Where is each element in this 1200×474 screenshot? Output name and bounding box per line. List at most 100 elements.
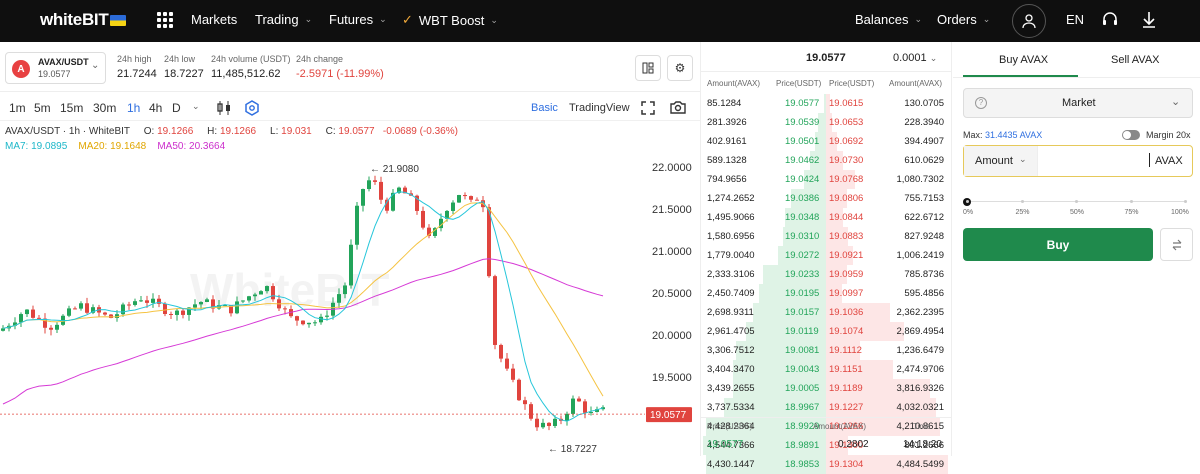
orderbook-row[interactable]: 2,698.9311 19.0157 19.1036 2,362.2395 <box>700 303 952 322</box>
timeframe-1h[interactable]: 1h <box>127 101 141 115</box>
pair-selector[interactable]: A AVAX/USDT 19.0577 ⌄ <box>5 52 106 84</box>
fullscreen-icon[interactable] <box>641 101 655 115</box>
orderbook-row[interactable]: 4,544.7366 18.9891 19.1300 801.2666 <box>700 436 952 455</box>
ask-amount: 1,006.2419 <box>896 250 944 261</box>
candle-body <box>199 301 203 305</box>
candle-body <box>229 305 233 314</box>
slider-tick-dot[interactable] <box>1020 200 1024 203</box>
download-icon[interactable] <box>1141 11 1157 29</box>
camera-icon[interactable] <box>670 100 686 114</box>
language-selector[interactable]: EN <box>1066 12 1085 27</box>
nav-trading[interactable]: Trading ⌄ <box>255 12 313 27</box>
candle-body <box>451 202 455 211</box>
candle-body <box>391 192 395 211</box>
timeframe-30m[interactable]: 30m <box>93 101 117 115</box>
tradingview-tab[interactable]: TradingView <box>569 102 630 114</box>
ask-price: 19.0844 <box>829 212 864 223</box>
nav-orders[interactable]: Orders ⌄ <box>937 12 991 27</box>
trade-price: 19.0577 <box>707 439 744 450</box>
orderbook-row[interactable]: 2,450.7409 19.0195 19.0997 595.4856 <box>700 284 952 303</box>
margin-toggle[interactable] <box>1122 130 1140 140</box>
bid-amount: 1,495.9066 <box>707 212 755 223</box>
tab-buy[interactable]: Buy AVAX <box>999 54 1049 66</box>
slider-tick-dot[interactable] <box>1184 200 1187 203</box>
candle-body <box>421 210 425 228</box>
orderbook-row[interactable]: 1,580.6956 19.0310 19.0883 827.9248 <box>700 227 952 246</box>
orderbook-row[interactable]: 1,779.0040 19.0272 19.0921 1,006.2419 <box>700 246 952 265</box>
orderbook-row[interactable]: 3,306.7512 19.0081 19.1112 1,236.6479 <box>700 341 952 360</box>
nav-futures[interactable]: Futures ⌄ <box>329 12 387 27</box>
whitebit-logo[interactable]: whiteBIT <box>40 10 127 30</box>
bid-price: 18.9891 <box>785 440 820 451</box>
timeframe-5m[interactable]: 5m <box>34 101 51 115</box>
ask-amount: 130.0705 <box>904 98 944 109</box>
orderbook-row[interactable]: 4,428.2364 18.9929 19.1266 4,210.8615 <box>700 417 952 436</box>
orderbook-row[interactable]: 402.9161 19.0501 19.0692 394.4907 <box>700 132 952 151</box>
profile-button[interactable] <box>1012 4 1046 38</box>
swap-button[interactable] <box>1160 228 1193 261</box>
candle-body <box>223 305 227 307</box>
bid-amount: 3,306.7512 <box>707 345 755 356</box>
slider-tick-label: 75% <box>1124 209 1139 216</box>
orderbook-row[interactable]: 85.1284 19.0577 19.0615 130.0705 <box>700 94 952 113</box>
settings-button[interactable]: ⚙ <box>667 55 693 81</box>
candles-icon[interactable] <box>216 100 232 116</box>
slider-tick-dot[interactable] <box>1129 200 1133 203</box>
orderbook-row[interactable]: 3,439.2655 19.0005 19.1189 3,816.9326 <box>700 379 952 398</box>
bid-price: 19.0119 <box>785 326 819 337</box>
orderbook-row[interactable]: 1,495.9066 19.0348 19.0844 622.6712 <box>700 208 952 227</box>
ask-amount: 1,236.6479 <box>896 345 944 356</box>
bid-amount: 1,779.0040 <box>707 250 755 261</box>
divider <box>700 71 952 72</box>
candle-body <box>373 180 377 182</box>
slider-tick-dot[interactable] <box>966 200 969 203</box>
ask-amount: 610.0629 <box>904 155 944 166</box>
buy-button[interactable]: Buy <box>963 228 1153 261</box>
nav-balances[interactable]: Balances ⌄ <box>855 12 923 27</box>
candle-body <box>379 181 383 200</box>
slider-tick-dot[interactable] <box>1075 200 1078 203</box>
orderbook-row[interactable]: 589.1328 19.0462 19.0730 610.0629 <box>700 151 952 170</box>
precision-selector[interactable]: 0.0001 ⌄ <box>893 52 938 64</box>
orderbook-row[interactable]: 794.9656 19.0424 19.0768 1,080.7302 <box>700 170 952 189</box>
chevron-down-icon: ⌄ <box>1019 154 1027 164</box>
ask-amount: 595.4856 <box>904 288 944 299</box>
orderbook-row[interactable]: 1,274.2652 19.0386 19.0806 755.7153 <box>700 189 952 208</box>
chevron-down-icon: ⌄ <box>379 14 387 24</box>
layout-button[interactable] <box>635 55 661 81</box>
amount-type-select[interactable]: Amount ⌄ <box>964 146 1038 176</box>
candle-body <box>271 286 275 300</box>
timeframe-15m[interactable]: 15m <box>60 101 84 115</box>
nav-wbt-boost[interactable]: ✓ WBT Boost ⌄ <box>402 12 498 28</box>
timeframe-4h[interactable]: 4h <box>149 101 163 115</box>
candle-body <box>595 409 599 412</box>
nav-markets[interactable]: Markets <box>191 12 238 27</box>
basic-view-tab[interactable]: Basic <box>531 102 558 114</box>
bid-amount: 4,430.1447 <box>707 459 755 470</box>
indicators-icon[interactable] <box>244 100 260 116</box>
low-value: 18.7227 <box>164 68 204 80</box>
orderbook-row[interactable]: 2,961.4705 19.0119 19.1074 2,869.4954 <box>700 322 952 341</box>
chevron-down-icon[interactable]: ⌄ <box>192 101 200 111</box>
tab-sell[interactable]: Sell AVAX <box>1111 54 1160 66</box>
candle-body <box>163 303 167 314</box>
orderbook-row[interactable]: 3,404.3470 19.0043 19.1151 2,474.9706 <box>700 360 952 379</box>
orderbook-row[interactable]: 3,737.5334 18.9967 19.1227 4,032.0321 <box>700 398 952 417</box>
orderbook-row[interactable]: 4,430.1447 18.9853 19.1304 4,484.5499 <box>700 455 952 474</box>
price-chart[interactable]: WhiteBIT 22.000021.500021.000020.500020.… <box>0 121 700 456</box>
support-headset-icon[interactable] <box>1101 11 1119 29</box>
bid-amount: 3,404.3470 <box>707 364 755 375</box>
orderbook-row[interactable]: 2,333.3106 19.0233 19.0959 785.8736 <box>700 265 952 284</box>
amount-unit: AVAX <box>1155 155 1183 167</box>
y-axis-tick-label: 19.5000 <box>652 372 692 384</box>
orderbook-row[interactable]: 281.3926 19.0539 19.0653 228.3940 <box>700 113 952 132</box>
apps-grid-icon[interactable] <box>157 12 173 28</box>
timeframe-d[interactable]: D <box>172 101 181 115</box>
candle-body <box>469 196 473 200</box>
bid-price: 19.0462 <box>785 155 820 166</box>
timeframe-1m[interactable]: 1m <box>9 101 26 115</box>
candle-body <box>589 411 593 413</box>
order-type-select[interactable]: ? Market ⌄ <box>963 88 1193 118</box>
amount-input[interactable]: Amount ⌄ AVAX <box>963 145 1193 177</box>
candle-body <box>235 301 239 314</box>
